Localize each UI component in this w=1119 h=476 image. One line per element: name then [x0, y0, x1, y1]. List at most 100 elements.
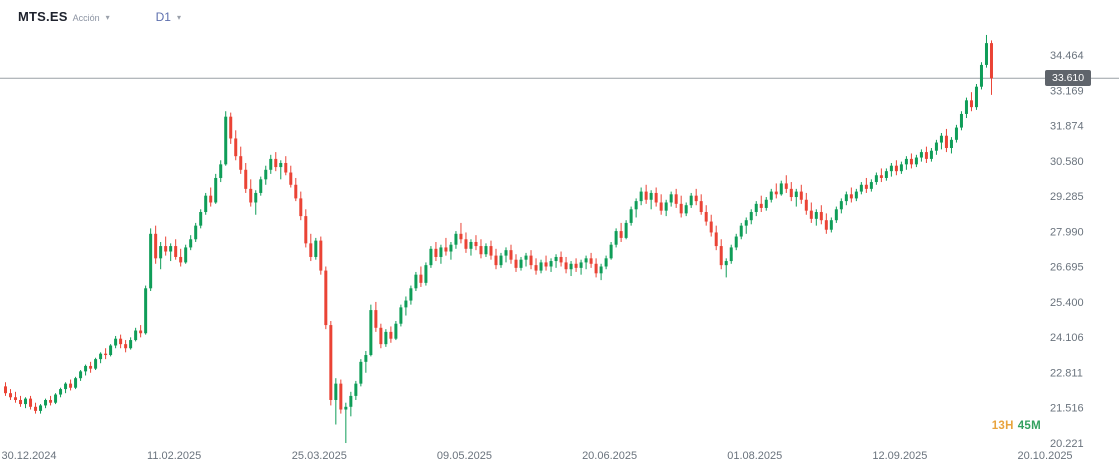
candle-body — [754, 203, 758, 213]
candle-body — [49, 399, 53, 403]
candle-body — [884, 171, 888, 178]
candle-body — [169, 246, 173, 252]
candle-body — [594, 263, 598, 274]
candle-body — [79, 371, 83, 379]
candle-body — [489, 246, 493, 256]
timeframe-label: D1 — [155, 9, 171, 24]
candle-body — [424, 265, 428, 283]
candle-body — [359, 361, 363, 384]
candle-body — [829, 220, 833, 230]
candle-body — [274, 158, 278, 168]
candle-body — [629, 209, 633, 223]
candle-body — [284, 162, 288, 173]
candle-body — [34, 406, 38, 411]
candle-body — [349, 395, 353, 407]
y-axis-label: 26.695 — [1050, 262, 1084, 274]
candle-body — [414, 274, 418, 289]
y-axis-label: 20.221 — [1050, 438, 1084, 450]
candle-body — [934, 142, 938, 151]
candle-body — [304, 216, 308, 244]
countdown-hours: 13H — [991, 420, 1014, 432]
chart-header: MTS.ES Acción ▾ D1 ▾ — [18, 9, 181, 24]
candle-body — [104, 353, 108, 356]
candle-body — [744, 220, 748, 226]
candle-body — [224, 116, 228, 165]
candle-body — [504, 250, 508, 256]
candle-body — [19, 399, 23, 405]
candle-body — [834, 209, 838, 221]
x-axis-label: 20.06.2025 — [582, 450, 637, 462]
candle-body — [99, 353, 103, 360]
candle-body — [599, 266, 603, 274]
candle-body — [279, 162, 283, 168]
y-axis-label: 21.516 — [1050, 403, 1084, 415]
candle-body — [589, 258, 593, 264]
candle-body — [674, 194, 678, 204]
candle-body — [379, 327, 383, 345]
y-axis-label: 34.464 — [1050, 50, 1084, 62]
candle-body — [494, 255, 498, 266]
candle-body — [429, 248, 433, 266]
candle-body — [149, 233, 153, 289]
candle-body — [404, 300, 408, 308]
candle-body — [719, 246, 723, 266]
candle-body — [384, 331, 388, 345]
candle-body — [739, 225, 743, 237]
x-axis-label: 20.10.2025 — [1018, 450, 1073, 462]
candle-body — [554, 256, 558, 262]
candle-body — [539, 262, 543, 271]
candle-body — [869, 182, 873, 189]
candle-body — [699, 201, 703, 213]
candle-body — [249, 188, 253, 203]
candle-body — [879, 175, 883, 178]
candle-body — [314, 240, 318, 257]
candle-body — [319, 240, 323, 271]
candle-body — [704, 212, 708, 222]
candle-body — [649, 192, 653, 200]
candle-body — [204, 195, 208, 213]
candle-body — [144, 288, 148, 334]
candle-body — [954, 127, 958, 140]
candle-body — [899, 164, 903, 172]
candle-body — [624, 222, 628, 238]
candle-body — [634, 201, 638, 210]
candle-body — [229, 116, 233, 139]
candle-body — [509, 250, 513, 260]
candle-body — [559, 256, 563, 263]
candle-body — [774, 191, 778, 195]
candle-body — [259, 179, 263, 193]
candle-body — [569, 263, 573, 270]
candle-body — [39, 405, 43, 411]
candle-body — [134, 330, 138, 341]
candle-body — [369, 310, 373, 356]
candle-body — [889, 165, 893, 172]
candle-body — [549, 261, 553, 267]
x-axis-label: 11.02.2025 — [147, 450, 201, 462]
candle-body — [209, 195, 213, 203]
candle-body — [234, 138, 238, 157]
candle-body — [394, 323, 398, 339]
countdown-minutes: 45M — [1017, 420, 1041, 432]
candle-body — [844, 194, 848, 202]
y-axis-label: 22.811 — [1050, 367, 1083, 379]
candle-body — [859, 184, 863, 192]
timeframe-selector[interactable]: D1 ▾ — [156, 10, 181, 24]
candle-body — [184, 247, 188, 263]
candle-body — [164, 246, 168, 252]
candle-body — [199, 212, 203, 226]
candle-body — [989, 43, 993, 79]
symbol-selector[interactable]: MTS.ES Acción ▾ — [18, 9, 110, 24]
candle-body — [389, 331, 393, 339]
candle-body — [479, 246, 483, 255]
candle-body — [59, 389, 63, 395]
candle-body — [94, 359, 98, 369]
y-axis-label: 31.874 — [1050, 121, 1084, 133]
candle-body — [944, 135, 948, 149]
candle-body — [604, 258, 608, 267]
candle-body — [139, 330, 143, 334]
candle-body — [574, 263, 578, 268]
candle-body — [339, 383, 343, 410]
candle-body — [84, 365, 88, 372]
candle-body — [534, 265, 538, 271]
